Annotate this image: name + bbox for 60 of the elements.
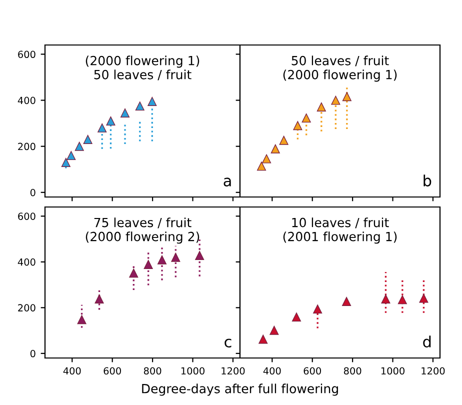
y-tick-label: 0 [30, 350, 36, 358]
point [148, 96, 157, 106]
point [120, 108, 130, 118]
point [292, 312, 301, 322]
point [129, 268, 138, 278]
annotation: 75 leaves / fruit (2000 flowering 2) [86, 218, 200, 244]
point [195, 250, 204, 260]
point [331, 96, 340, 105]
point [342, 92, 352, 102]
point [83, 134, 92, 144]
y-tick-label: 600 [18, 50, 36, 58]
point [157, 255, 167, 264]
point [302, 113, 311, 123]
annotation: (2000 flowering 1) 50 leaves / fruit [86, 56, 200, 80]
x-tick-label: 1200 [222, 367, 245, 375]
x-tick-label: 1000 [381, 367, 404, 375]
point [293, 121, 302, 130]
y-tick-label: 200 [18, 304, 36, 312]
point [342, 296, 352, 306]
point [262, 154, 272, 164]
point [419, 294, 428, 303]
x-tick-label: 600 [104, 367, 121, 375]
point [106, 116, 116, 126]
x-tick-label: 800 [144, 367, 162, 375]
point [66, 151, 76, 160]
y-tick-label: 0 [30, 188, 36, 196]
point [279, 136, 288, 145]
x-tick-label: 400 [263, 367, 281, 375]
y-tick-label: 600 [18, 212, 36, 220]
point [256, 162, 266, 171]
x-tick-label: 1000 [181, 367, 204, 375]
point [74, 142, 84, 151]
x-axis-title: Degree-days after full flowering [142, 384, 338, 396]
annotation: d [423, 336, 431, 348]
point [135, 102, 144, 111]
point [171, 252, 180, 262]
point [258, 334, 268, 344]
point [316, 102, 326, 112]
annotation: b [424, 174, 432, 186]
annotation: c [224, 338, 232, 348]
x-tick-label: 400 [63, 367, 81, 375]
point [98, 123, 107, 132]
point [270, 326, 279, 335]
point [398, 295, 407, 304]
y-tick-label: 400 [18, 96, 36, 104]
y-tick-label: 200 [18, 142, 36, 150]
x-tick-label: 800 [344, 367, 362, 375]
x-tick-label: 1200 [422, 367, 445, 375]
point [381, 294, 390, 304]
point [313, 304, 322, 314]
annotation: 50 leaves / fruit (2000 flowering 1) [283, 56, 397, 82]
point [144, 260, 153, 269]
x-tick-label: 600 [304, 367, 321, 375]
annotation: 10 leaves / fruit (2001 flowering 1) [283, 218, 397, 244]
point [77, 315, 86, 324]
point [270, 144, 280, 154]
point [94, 294, 104, 304]
annotation: a [224, 178, 231, 186]
point [61, 158, 70, 167]
y-tick-label: 400 [18, 258, 36, 266]
